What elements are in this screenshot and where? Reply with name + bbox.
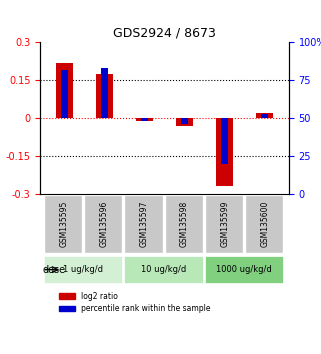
Text: 1000 ug/kg/d: 1000 ug/kg/d [216, 265, 272, 274]
Bar [141, 118, 148, 121]
FancyBboxPatch shape [205, 256, 283, 283]
FancyBboxPatch shape [125, 256, 203, 283]
Bar [136, 118, 153, 121]
FancyBboxPatch shape [125, 195, 162, 253]
Legend: log2 ratio, percentile rank within the sample: log2 ratio, percentile rank within the s… [56, 289, 213, 316]
Bar [261, 114, 268, 118]
Text: GSM135595: GSM135595 [60, 201, 69, 247]
Text: GSM135599: GSM135599 [220, 201, 229, 247]
Text: GSM135597: GSM135597 [140, 201, 149, 247]
FancyBboxPatch shape [44, 195, 82, 253]
Bar [176, 118, 193, 126]
FancyBboxPatch shape [165, 195, 203, 253]
Text: GSM135598: GSM135598 [180, 201, 189, 247]
Bar [101, 68, 108, 118]
Bar [216, 118, 233, 186]
Text: dose: dose [42, 265, 65, 275]
Bar [56, 63, 73, 118]
Bar [181, 118, 188, 124]
Title: GDS2924 / 8673: GDS2924 / 8673 [113, 27, 216, 40]
Text: GSM135596: GSM135596 [100, 201, 109, 247]
Text: 1 ug/kg/d: 1 ug/kg/d [63, 265, 103, 274]
Bar [96, 74, 113, 118]
Text: GSM135600: GSM135600 [260, 201, 269, 247]
Bar [221, 118, 228, 164]
FancyBboxPatch shape [245, 195, 283, 253]
Bar [256, 113, 273, 118]
Text: 10 ug/kg/d: 10 ug/kg/d [141, 265, 186, 274]
FancyBboxPatch shape [84, 195, 122, 253]
FancyBboxPatch shape [44, 256, 122, 283]
Bar [61, 70, 68, 118]
FancyBboxPatch shape [205, 195, 243, 253]
